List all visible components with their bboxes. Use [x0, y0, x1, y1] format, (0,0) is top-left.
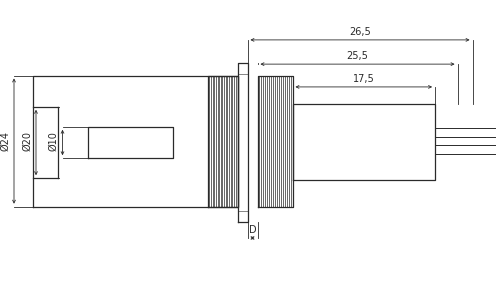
Text: Ø10: Ø10: [48, 131, 58, 151]
Text: Ø20: Ø20: [22, 131, 32, 151]
Text: 26,5: 26,5: [349, 27, 371, 37]
Text: D: D: [248, 225, 256, 235]
Text: 17,5: 17,5: [353, 74, 374, 84]
Text: 25,5: 25,5: [346, 51, 368, 61]
Text: Ø24: Ø24: [0, 131, 10, 151]
